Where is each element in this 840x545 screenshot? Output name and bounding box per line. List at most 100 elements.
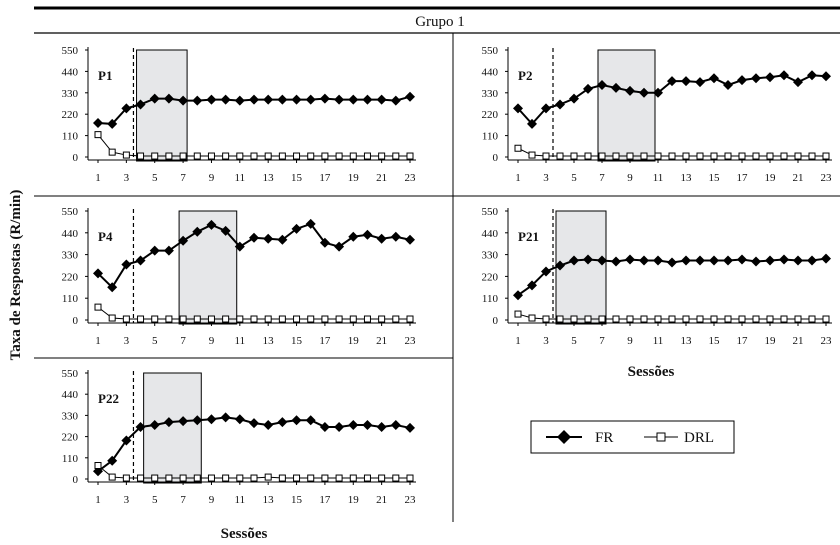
fr-point-p22 bbox=[192, 415, 203, 426]
x-tick-label-p21: 23 bbox=[821, 335, 833, 347]
drl-point-p2 bbox=[724, 152, 732, 160]
fr-point-p4 bbox=[263, 233, 274, 244]
drl-point-p4 bbox=[335, 315, 343, 323]
fr-point-p2 bbox=[681, 76, 691, 87]
fr-point-p4 bbox=[334, 241, 345, 252]
y-tick-label-p2: 440 bbox=[482, 66, 499, 78]
drl-point-p2 bbox=[640, 152, 648, 160]
x-tick-label-p22: 19 bbox=[348, 494, 360, 506]
fr-point-p4 bbox=[163, 245, 174, 256]
panel-label-p4: P4 bbox=[98, 229, 113, 244]
drl-point-p4 bbox=[151, 315, 159, 323]
drl-point-p22 bbox=[264, 473, 272, 481]
fr-point-p1 bbox=[348, 94, 359, 105]
y-tick-label-p4: 550 bbox=[62, 206, 79, 218]
fr-point-p4 bbox=[348, 231, 359, 242]
drl-point-p22 bbox=[236, 474, 244, 482]
x-tick-label-p4: 3 bbox=[124, 335, 130, 347]
x-tick-label-p1: 11 bbox=[235, 172, 246, 184]
drl-point-p21 bbox=[794, 315, 802, 323]
x-tick-label-p21: 21 bbox=[793, 335, 804, 347]
x-tick-label-p4: 19 bbox=[348, 335, 360, 347]
fr-point-p21 bbox=[681, 255, 691, 266]
y-tick-label-p4: 110 bbox=[62, 293, 79, 305]
drl-point-p4 bbox=[207, 315, 215, 323]
drl-point-p22 bbox=[122, 474, 130, 482]
x-tick-label-p1: 21 bbox=[376, 172, 387, 184]
drl-point-p21 bbox=[724, 315, 732, 323]
panel-label-p2: P2 bbox=[518, 68, 532, 83]
y-tick-label-p22: 330 bbox=[62, 410, 79, 422]
fr-point-p1 bbox=[305, 94, 316, 105]
fr-point-p2 bbox=[513, 103, 523, 114]
drl-point-p1 bbox=[335, 152, 343, 160]
drl-point-p2 bbox=[542, 152, 550, 160]
y-tick-label-p22: 220 bbox=[62, 432, 79, 444]
drl-point-p21 bbox=[808, 315, 816, 323]
fr-point-p22 bbox=[135, 421, 146, 432]
fr-point-p1 bbox=[334, 94, 345, 105]
fr-point-p4 bbox=[107, 282, 118, 293]
drl-point-p1 bbox=[278, 152, 286, 160]
figure-title: Grupo 1 bbox=[415, 14, 465, 30]
fr-point-p1 bbox=[376, 94, 387, 105]
drl-point-p22 bbox=[207, 474, 215, 482]
drl-point-p4 bbox=[307, 315, 315, 323]
x-tick-label-p2: 7 bbox=[599, 172, 605, 184]
fr-point-p2 bbox=[555, 99, 565, 110]
fr-point-p2 bbox=[583, 83, 593, 94]
legend-fr-label: FR bbox=[595, 430, 613, 446]
y-tick-label-p2: 550 bbox=[482, 45, 499, 57]
fr-point-p1 bbox=[263, 94, 274, 105]
x-axis-label-right: Sessões bbox=[628, 364, 675, 380]
drl-point-p22 bbox=[179, 474, 187, 482]
x-tick-label-p2: 1 bbox=[515, 172, 521, 184]
fr-point-p2 bbox=[597, 80, 607, 91]
drl-point-p2 bbox=[766, 152, 774, 160]
y-tick-label-p22: 110 bbox=[62, 453, 79, 465]
drl-point-p22 bbox=[321, 474, 329, 482]
drl-point-p1 bbox=[293, 152, 301, 160]
x-tick-label-p1: 19 bbox=[348, 172, 360, 184]
fr-point-p21 bbox=[695, 255, 705, 266]
panel-label-p22: P22 bbox=[98, 391, 119, 406]
drl-point-p4 bbox=[378, 315, 386, 323]
x-tick-label-p1: 17 bbox=[319, 172, 331, 184]
drl-point-p1 bbox=[363, 152, 371, 160]
drl-point-p22 bbox=[363, 474, 371, 482]
drl-point-p1 bbox=[250, 152, 258, 160]
fr-point-p1 bbox=[192, 95, 203, 106]
drl-point-p1 bbox=[207, 152, 215, 160]
drl-point-p4 bbox=[392, 315, 400, 323]
drl-point-p2 bbox=[808, 152, 816, 160]
fr-point-p22 bbox=[263, 420, 274, 431]
drl-point-p22 bbox=[349, 474, 357, 482]
fr-point-p2 bbox=[779, 70, 789, 81]
legend-drl-label: DRL bbox=[684, 430, 714, 446]
x-tick-label-p4: 9 bbox=[209, 335, 215, 347]
fr-point-p21 bbox=[765, 255, 775, 266]
y-tick-label-p4: 0 bbox=[73, 315, 79, 327]
x-tick-label-p22: 7 bbox=[180, 494, 186, 506]
drl-point-p2 bbox=[682, 152, 690, 160]
x-tick-label-p21: 5 bbox=[571, 335, 577, 347]
fr-point-p22 bbox=[249, 418, 259, 429]
x-tick-label-p4: 13 bbox=[263, 335, 275, 347]
fr-point-p2 bbox=[625, 85, 635, 96]
drl-point-p22 bbox=[278, 474, 286, 482]
y-tick-label-p4: 440 bbox=[62, 228, 79, 240]
fr-point-p22 bbox=[277, 417, 288, 428]
fr-point-p21 bbox=[807, 255, 817, 266]
y-tick-label-p21: 330 bbox=[482, 250, 499, 262]
fr-point-p21 bbox=[527, 280, 537, 291]
drl-point-p22 bbox=[151, 474, 159, 482]
fr-point-p1 bbox=[249, 94, 259, 105]
fr-point-p4 bbox=[376, 233, 387, 244]
x-tick-label-p21: 9 bbox=[627, 335, 633, 347]
drl-point-p21 bbox=[598, 315, 606, 323]
fr-point-p22 bbox=[107, 455, 118, 466]
drl-point-p21 bbox=[682, 315, 690, 323]
drl-point-p4 bbox=[363, 315, 371, 323]
